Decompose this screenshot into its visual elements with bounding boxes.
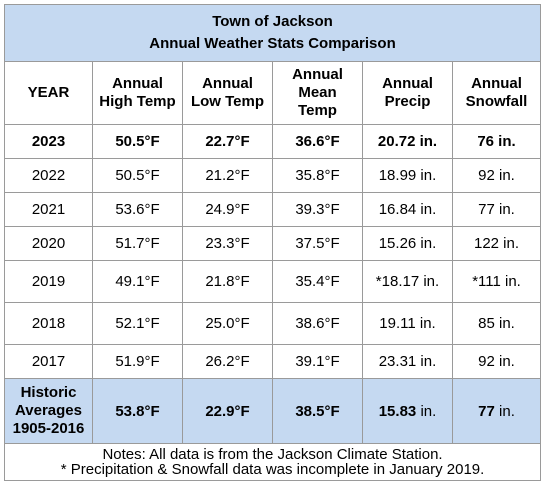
notes-line-1: Notes: All data is from the Jackson Clim… [102,446,443,463]
title-row: Town of Jackson Annual Weather Stats Com… [3,4,542,62]
averages-snow: 77 in. [451,378,542,444]
title-line-2: Annual Weather Stats Comparison [149,35,396,52]
cell-mean: 35.8°F [272,158,363,193]
averages-snow-unit: in. [499,402,515,420]
cell-high: 51.7°F [92,226,183,261]
cell-low: 23.3°F [182,226,273,261]
cell-low: 21.2°F [182,158,273,193]
cell-high: 52.1°F [92,302,183,345]
cell-high: 50.5°F [92,124,183,159]
cell-snow: 76 in. [451,124,542,159]
averages-label-line-1: Historic [20,384,77,401]
cell-precip: 20.72 in. [362,124,453,159]
cell-snow: 77 in. [451,192,542,227]
cell-high: 50.5°F [92,158,183,193]
averages-snow-value: 77 [478,402,495,420]
cell-high: 49.1°F [92,260,183,303]
cell-low: 21.8°F [182,260,273,303]
averages-label-line-3: 1905-2016 [12,420,85,437]
column-header-snowfall-line: Annual [471,75,522,92]
column-header-mean-temp: Annual Mean Temp [272,61,363,125]
column-header-precip: Annual Precip [362,61,453,125]
cell-precip: 15.26 in. [362,226,453,261]
cell-mean: 36.6°F [272,124,363,159]
averages-precip-value: 15.83 [378,402,417,420]
table-row: 2023 50.5°F 22.7°F 36.6°F 20.72 in. 76 in. [4,124,542,159]
cell-snow: 122 in. [451,226,542,261]
table-row: 2022 50.5°F 21.2°F 35.8°F 18.99 in. 92 in. [4,158,542,193]
cell-high: 51.9°F [92,344,183,379]
column-header-year: YEAR [4,61,93,125]
averages-low: 22.9°F [182,378,273,444]
cell-year: 2018 [4,302,93,345]
column-header-precip-line: Precip [384,93,431,110]
table-row: 2018 52.1°F 25.0°F 38.6°F 19.11 in. 85 in. [4,302,542,345]
cell-mean: 38.6°F [272,302,363,345]
averages-row: Historic Averages 1905-2016 53.8°F 22.9°… [4,378,542,444]
cell-precip: 16.84 in. [362,192,453,227]
cell-high: 53.6°F [92,192,183,227]
cell-low: 26.2°F [182,344,273,379]
column-header-snowfall: Annual Snowfall [451,61,542,125]
column-header-mean-temp-line: Temp [298,102,337,119]
cell-precip: *18.17 in. [362,260,453,303]
cell-low: 24.9°F [182,192,273,227]
data-rows: 2023 50.5°F 22.7°F 36.6°F 20.72 in. 76 in. 202… [4,124,542,379]
cell-precip: 19.11 in. [362,302,453,345]
column-header-high-temp: Annual High Temp [92,61,183,125]
column-header-low-temp-line: Low Temp [190,93,265,110]
cell-year: 2017 [4,344,93,379]
cell-low: 25.0°F [182,302,273,345]
cell-mean: 39.3°F [272,192,363,227]
column-header-high-temp-line: High Temp [99,93,176,110]
column-header-low-temp: Annual Low Temp [182,61,273,125]
cell-snow: 92 in. [451,158,542,193]
column-header-low-temp-line: Annual [202,75,253,92]
averages-precip-unit: in. [420,402,437,420]
notes: Notes: All data is from the Jackson Clim… [3,443,542,481]
cell-year: 2019 [4,260,93,303]
cell-year: 2021 [4,192,93,227]
cell-low: 22.7°F [182,124,273,159]
table-row: 2019 49.1°F 21.8°F 35.4°F *18.17 in. *111 in. [4,260,542,303]
table-title: Town of Jackson Annual Weather Stats Com… [3,4,542,62]
notes-line-2: * Precipitation & Snowfall data was inco… [60,461,485,478]
cell-precip: 18.99 in. [362,158,453,193]
cell-mean: 39.1°F [272,344,363,379]
weather-stats-table: Town of Jackson Annual Weather Stats Com… [3,4,542,481]
cell-year: 2022 [4,158,93,193]
notes-row: Notes: All data is from the Jackson Clim… [3,443,542,481]
column-header-mean-temp-line: Mean [298,84,337,101]
cell-precip: 23.31 in. [362,344,453,379]
table-row: 2021 53.6°F 24.9°F 39.3°F 16.84 in. 77 in. [4,192,542,227]
averages-label: Historic Averages 1905-2016 [4,378,93,444]
column-header-year-line: YEAR [27,84,70,101]
title-line-1: Town of Jackson [212,13,333,30]
table-row: 2020 51.7°F 23.3°F 37.5°F 15.26 in. 122 in. [4,226,542,261]
header-row: YEAR Annual High Temp Annual Low Temp Annual M… [4,61,542,125]
column-header-snowfall-line: Snowfall [465,93,528,110]
column-header-high-temp-line: Annual [112,75,163,92]
cell-snow: 92 in. [451,344,542,379]
cell-mean: 35.4°F [272,260,363,303]
column-header-mean-temp-line: Annual [292,66,343,83]
cell-snow: 85 in. [451,302,542,345]
cell-mean: 37.5°F [272,226,363,261]
column-header-precip-line: Annual [382,75,433,92]
cell-snow: *111 in. [451,260,542,303]
cell-year: 2020 [4,226,93,261]
averages-high: 53.8°F [92,378,183,444]
averages-label-line-2: Averages [15,402,82,419]
table-row: 2017 51.9°F 26.2°F 39.1°F 23.31 in. 92 in. [4,344,542,379]
cell-year: 2023 [4,124,93,159]
averages-precip: 15.83 in. [362,378,453,444]
averages-mean: 38.5°F [272,378,363,444]
